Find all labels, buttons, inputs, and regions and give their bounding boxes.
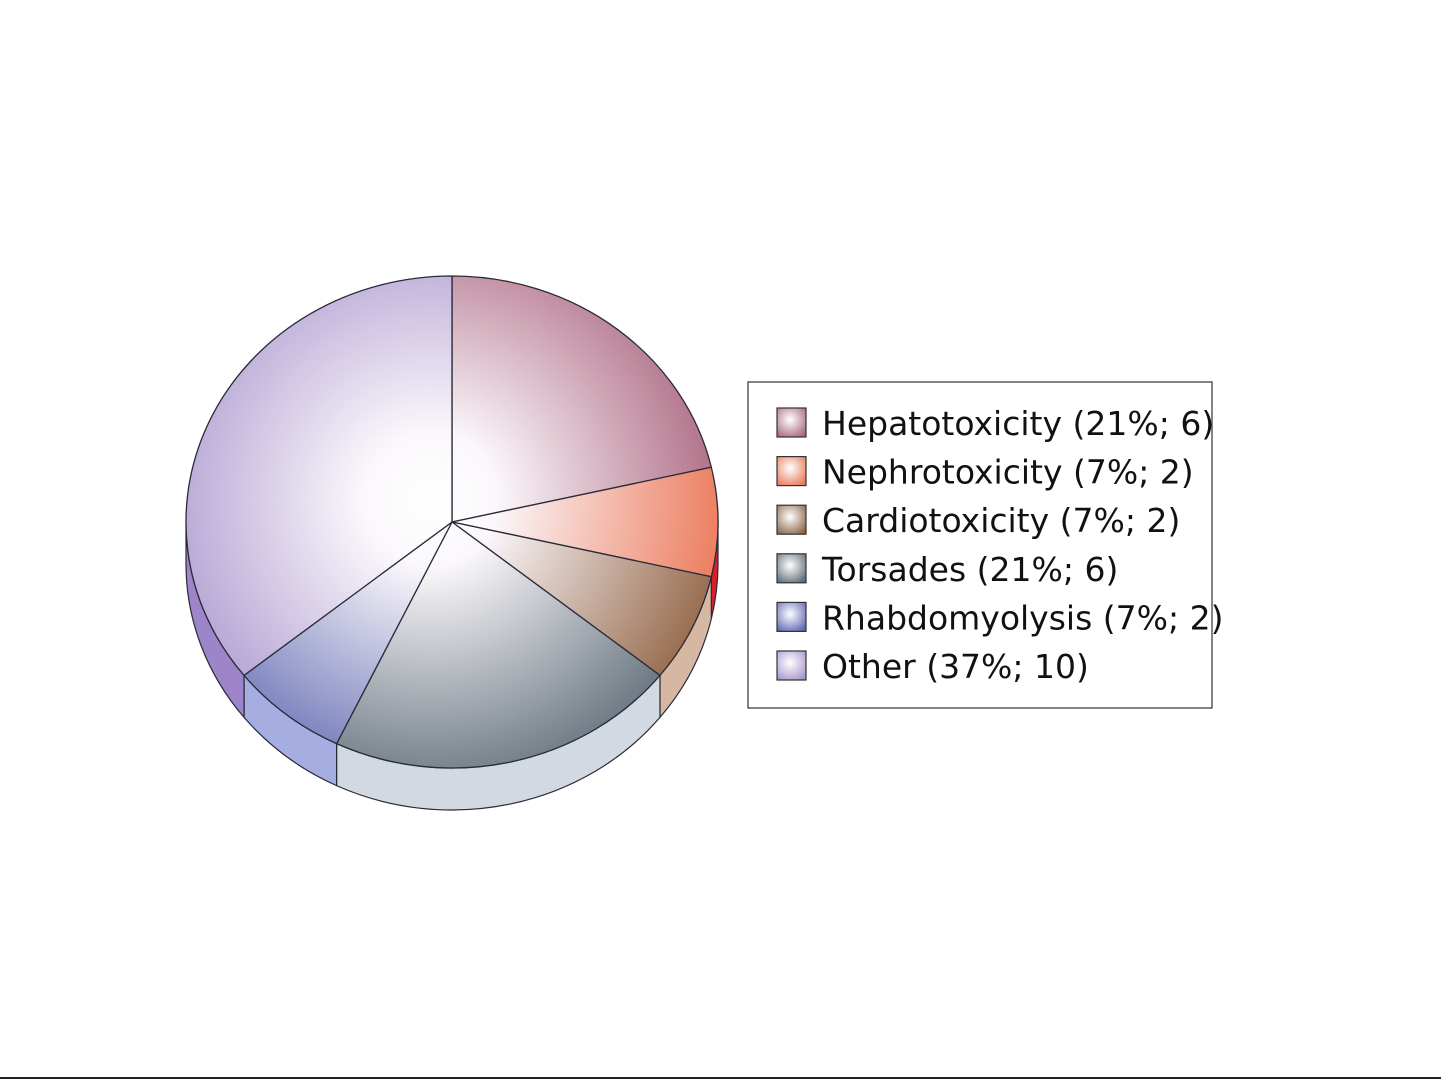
pie-slice-hepatotoxicity bbox=[451, 275, 712, 523]
legend-swatch-other bbox=[776, 650, 807, 681]
legend-label-rhabdomyolysis: Rhabdomyolysis (7%; 2) bbox=[822, 598, 1223, 637]
pie-slice-rhabdomyolysis bbox=[243, 521, 453, 745]
legend-label-other: Other (37%; 10) bbox=[822, 647, 1089, 686]
pie-top-group bbox=[185, 275, 719, 769]
legend-label-hepatotoxicity: Hepatotoxicity (21%; 6) bbox=[822, 404, 1214, 443]
legend-swatch-rhabdomyolysis bbox=[776, 601, 807, 633]
legend-swatch-hepatotoxicity bbox=[776, 407, 807, 438]
legend-swatch-nephrotoxicity bbox=[776, 456, 807, 487]
pie-side-group bbox=[185, 521, 719, 811]
pie-slice-torsades bbox=[335, 521, 661, 769]
legend-swatch-torsades bbox=[776, 553, 807, 584]
legend-label-cardiotoxicity: Cardiotoxicity (7%; 2) bbox=[822, 501, 1180, 540]
pie-slice-nephrotoxicity bbox=[451, 466, 719, 578]
bottom-divider bbox=[0, 1077, 1441, 1079]
legend-box bbox=[747, 381, 1213, 709]
pie-slice-cardiotoxicity bbox=[451, 521, 712, 677]
legend-swatch-cardiotoxicity bbox=[776, 504, 807, 535]
legend: Hepatotoxicity (21%; 6) Nephrotoxicity (7… bbox=[747, 381, 1223, 709]
pie-slice-other bbox=[185, 275, 453, 677]
legend-label-nephrotoxicity: Nephrotoxicity (7%; 2) bbox=[822, 453, 1194, 492]
legend-label-torsades: Torsades (21%; 6) bbox=[821, 550, 1118, 589]
